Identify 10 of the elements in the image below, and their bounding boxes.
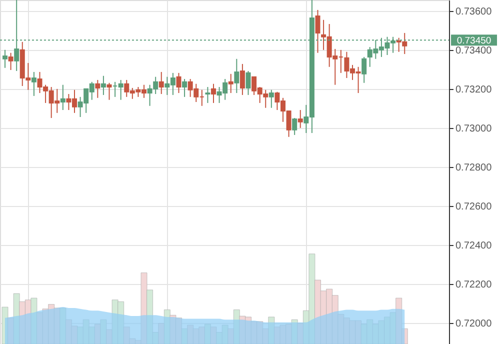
ref-line-label: 0.73450: [456, 36, 492, 47]
y-tick-label: 0.73400: [456, 45, 492, 56]
y-tick-label: 0.73000: [456, 123, 492, 134]
y-tick-label: 0.72000: [456, 318, 492, 330]
y-tick-label: 0.72400: [456, 240, 492, 252]
y-tick-label: 0.72600: [456, 201, 492, 212]
y-tick-label: 0.73200: [456, 84, 492, 96]
y-tick-label: 0.72200: [456, 279, 492, 290]
y-tick-label: 0.73600: [456, 6, 492, 18]
y-tick-label: 0.72800: [456, 162, 492, 174]
